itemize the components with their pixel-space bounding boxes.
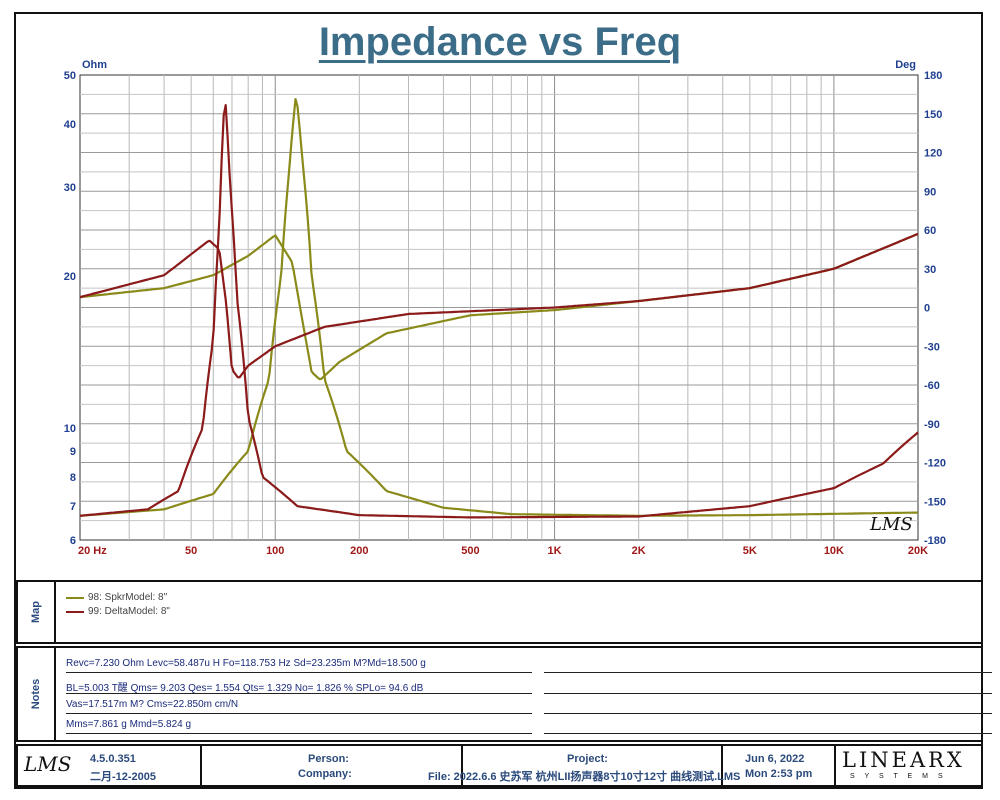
brand-logo: LINEARX bbox=[842, 748, 965, 772]
x-tick-label: 500 bbox=[461, 545, 479, 557]
x-tick-label: 100 bbox=[266, 545, 284, 557]
y-right-unit: Deg bbox=[895, 59, 916, 71]
y-left-tick-label: 30 bbox=[64, 182, 76, 194]
x-tick-label: 200 bbox=[350, 545, 368, 557]
note-line-2: BL=5.003 T醒 Qms= 9.203 Qes= 1.554 Qts= 1… bbox=[66, 679, 532, 694]
y-right-tick-label: 60 bbox=[924, 225, 936, 237]
y-left-tick-label: 40 bbox=[64, 119, 76, 131]
footer-project-cell: Project: bbox=[463, 746, 723, 785]
y-left-unit: Ohm bbox=[82, 59, 107, 71]
project-label: Project: bbox=[567, 753, 608, 765]
y-left-tick-label: 8 bbox=[70, 472, 76, 484]
legend-swatch-spkr bbox=[66, 596, 84, 599]
y-left-tick-label: 7 bbox=[70, 501, 76, 513]
impedance-chart: 20 Hz 50 100 200 500 1K 2K 5K 10K 20K 50 40 30 20 10 9 8… bbox=[64, 59, 946, 557]
legend-item-spkr[interactable]: 98: SpkrModel: 8" bbox=[66, 592, 167, 603]
run-date: Jun 6, 2022 bbox=[745, 753, 805, 765]
map-section: Map 98: SpkrModel: 8" 99: DeltaModel: 8" bbox=[16, 580, 983, 644]
y-right-tick-label: -150 bbox=[924, 496, 946, 508]
legend-swatch-delta bbox=[66, 610, 84, 613]
y-left-tick-label: 50 bbox=[64, 70, 76, 82]
version-date: 二月-12-2005 bbox=[90, 771, 157, 783]
x-tick-label: 10K bbox=[824, 545, 844, 557]
y-left-tick-label: 9 bbox=[70, 446, 76, 458]
note-line-3: Vas=17.517m M? Cms=22.850m cm/N bbox=[66, 699, 532, 714]
version-text: 4.5.0.351 bbox=[90, 753, 136, 765]
note-blank-4 bbox=[544, 719, 992, 734]
y-right-tick-label: -60 bbox=[924, 380, 940, 392]
y-right-tick-label: -30 bbox=[924, 341, 940, 353]
y-left-tick-label: 6 bbox=[70, 535, 76, 547]
footer-person-cell: Person: Company: bbox=[202, 746, 463, 785]
x-tick-label: 20K bbox=[908, 545, 928, 557]
y-right-tick-label: 120 bbox=[924, 148, 942, 160]
y-right-tick-label: 30 bbox=[924, 264, 936, 276]
y-right-tick-label: 90 bbox=[924, 186, 936, 198]
series-spkr-impedance bbox=[79, 97, 918, 517]
y-right-tick-label: -180 bbox=[924, 535, 946, 547]
notes-side-label: Notes bbox=[18, 648, 56, 740]
x-tick-label: 50 bbox=[185, 545, 197, 557]
brand-subtitle: S Y S T E M S bbox=[850, 773, 947, 780]
notes-section: Notes Revc=7.230 Ohm Levc=58.487u H Fo=1… bbox=[16, 646, 992, 742]
y-left-tick-label: 10 bbox=[64, 423, 76, 435]
legend-label-spkr: 98: SpkrModel: 8" bbox=[88, 592, 168, 603]
series-delta-phase bbox=[79, 232, 919, 379]
note-blank-3 bbox=[544, 699, 992, 714]
y-right-tick-label: -90 bbox=[924, 419, 940, 431]
lms-logo: LMS bbox=[24, 752, 72, 776]
footer-date-cell: Jun 6, 2022 Mon 2:53 pm bbox=[723, 746, 836, 785]
y-right-tick-label: 0 bbox=[924, 303, 930, 315]
note-line-1: Revc=7.230 Ohm Levc=58.487u H Fo=118.753… bbox=[66, 658, 532, 673]
footer-version-cell: LMS 4.5.0.351 二月-12-2005 bbox=[18, 746, 202, 785]
person-label: Person: bbox=[308, 753, 349, 765]
y-right-tick-label: -120 bbox=[924, 458, 946, 470]
y-left-tick-label: 20 bbox=[64, 271, 76, 283]
legend-label-delta: 99: DeltaModel: 8" bbox=[88, 606, 170, 617]
x-tick-label: 1K bbox=[548, 545, 562, 557]
note-blank-1 bbox=[544, 658, 992, 673]
file-text: File: 2022.6.6 史苏军 杭州LII扬声器8寸10寸12寸 曲线测试… bbox=[428, 771, 741, 783]
y-right-tick-label: 180 bbox=[924, 70, 942, 82]
y-right-tick-label: 150 bbox=[924, 109, 942, 121]
legend-item-delta[interactable]: 99: DeltaModel: 8" bbox=[66, 606, 170, 617]
x-tick-label: 5K bbox=[743, 545, 757, 557]
x-tick-label: 2K bbox=[632, 545, 646, 557]
x-tick-label: 20 Hz bbox=[78, 545, 107, 557]
note-line-4: Mms=7.861 g Mmd=5.824 g bbox=[66, 719, 532, 734]
footer: LMS 4.5.0.351 二月-12-2005 Person: Company… bbox=[16, 744, 983, 787]
company-label: Company: bbox=[298, 768, 352, 780]
chart-title: Impedance vs Freq bbox=[318, 20, 682, 64]
run-time: Mon 2:53 pm bbox=[745, 768, 813, 780]
note-blank-2 bbox=[544, 679, 992, 694]
map-side-label: Map bbox=[18, 582, 56, 642]
lms-watermark: LMS bbox=[869, 514, 913, 535]
series-delta-impedance bbox=[79, 103, 919, 519]
